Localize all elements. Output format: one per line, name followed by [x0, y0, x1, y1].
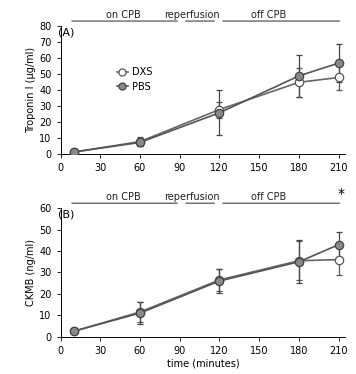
Text: *: * — [337, 187, 345, 200]
Text: reperfusion: reperfusion — [164, 10, 219, 20]
Legend: DXS, PBS: DXS, PBS — [117, 67, 153, 92]
Text: (A): (A) — [58, 27, 74, 37]
Text: reperfusion: reperfusion — [164, 192, 219, 202]
Text: off CPB: off CPB — [251, 192, 286, 202]
Text: off CPB: off CPB — [251, 10, 286, 20]
Text: on CPB: on CPB — [106, 192, 141, 202]
Text: (B): (B) — [58, 209, 74, 220]
Text: on CPB: on CPB — [106, 10, 141, 20]
Y-axis label: CKMB (ng/ml): CKMB (ng/ml) — [26, 239, 36, 306]
X-axis label: time (minutes): time (minutes) — [167, 358, 239, 368]
Y-axis label: Troponin I (µg/ml): Troponin I (µg/ml) — [26, 47, 36, 134]
